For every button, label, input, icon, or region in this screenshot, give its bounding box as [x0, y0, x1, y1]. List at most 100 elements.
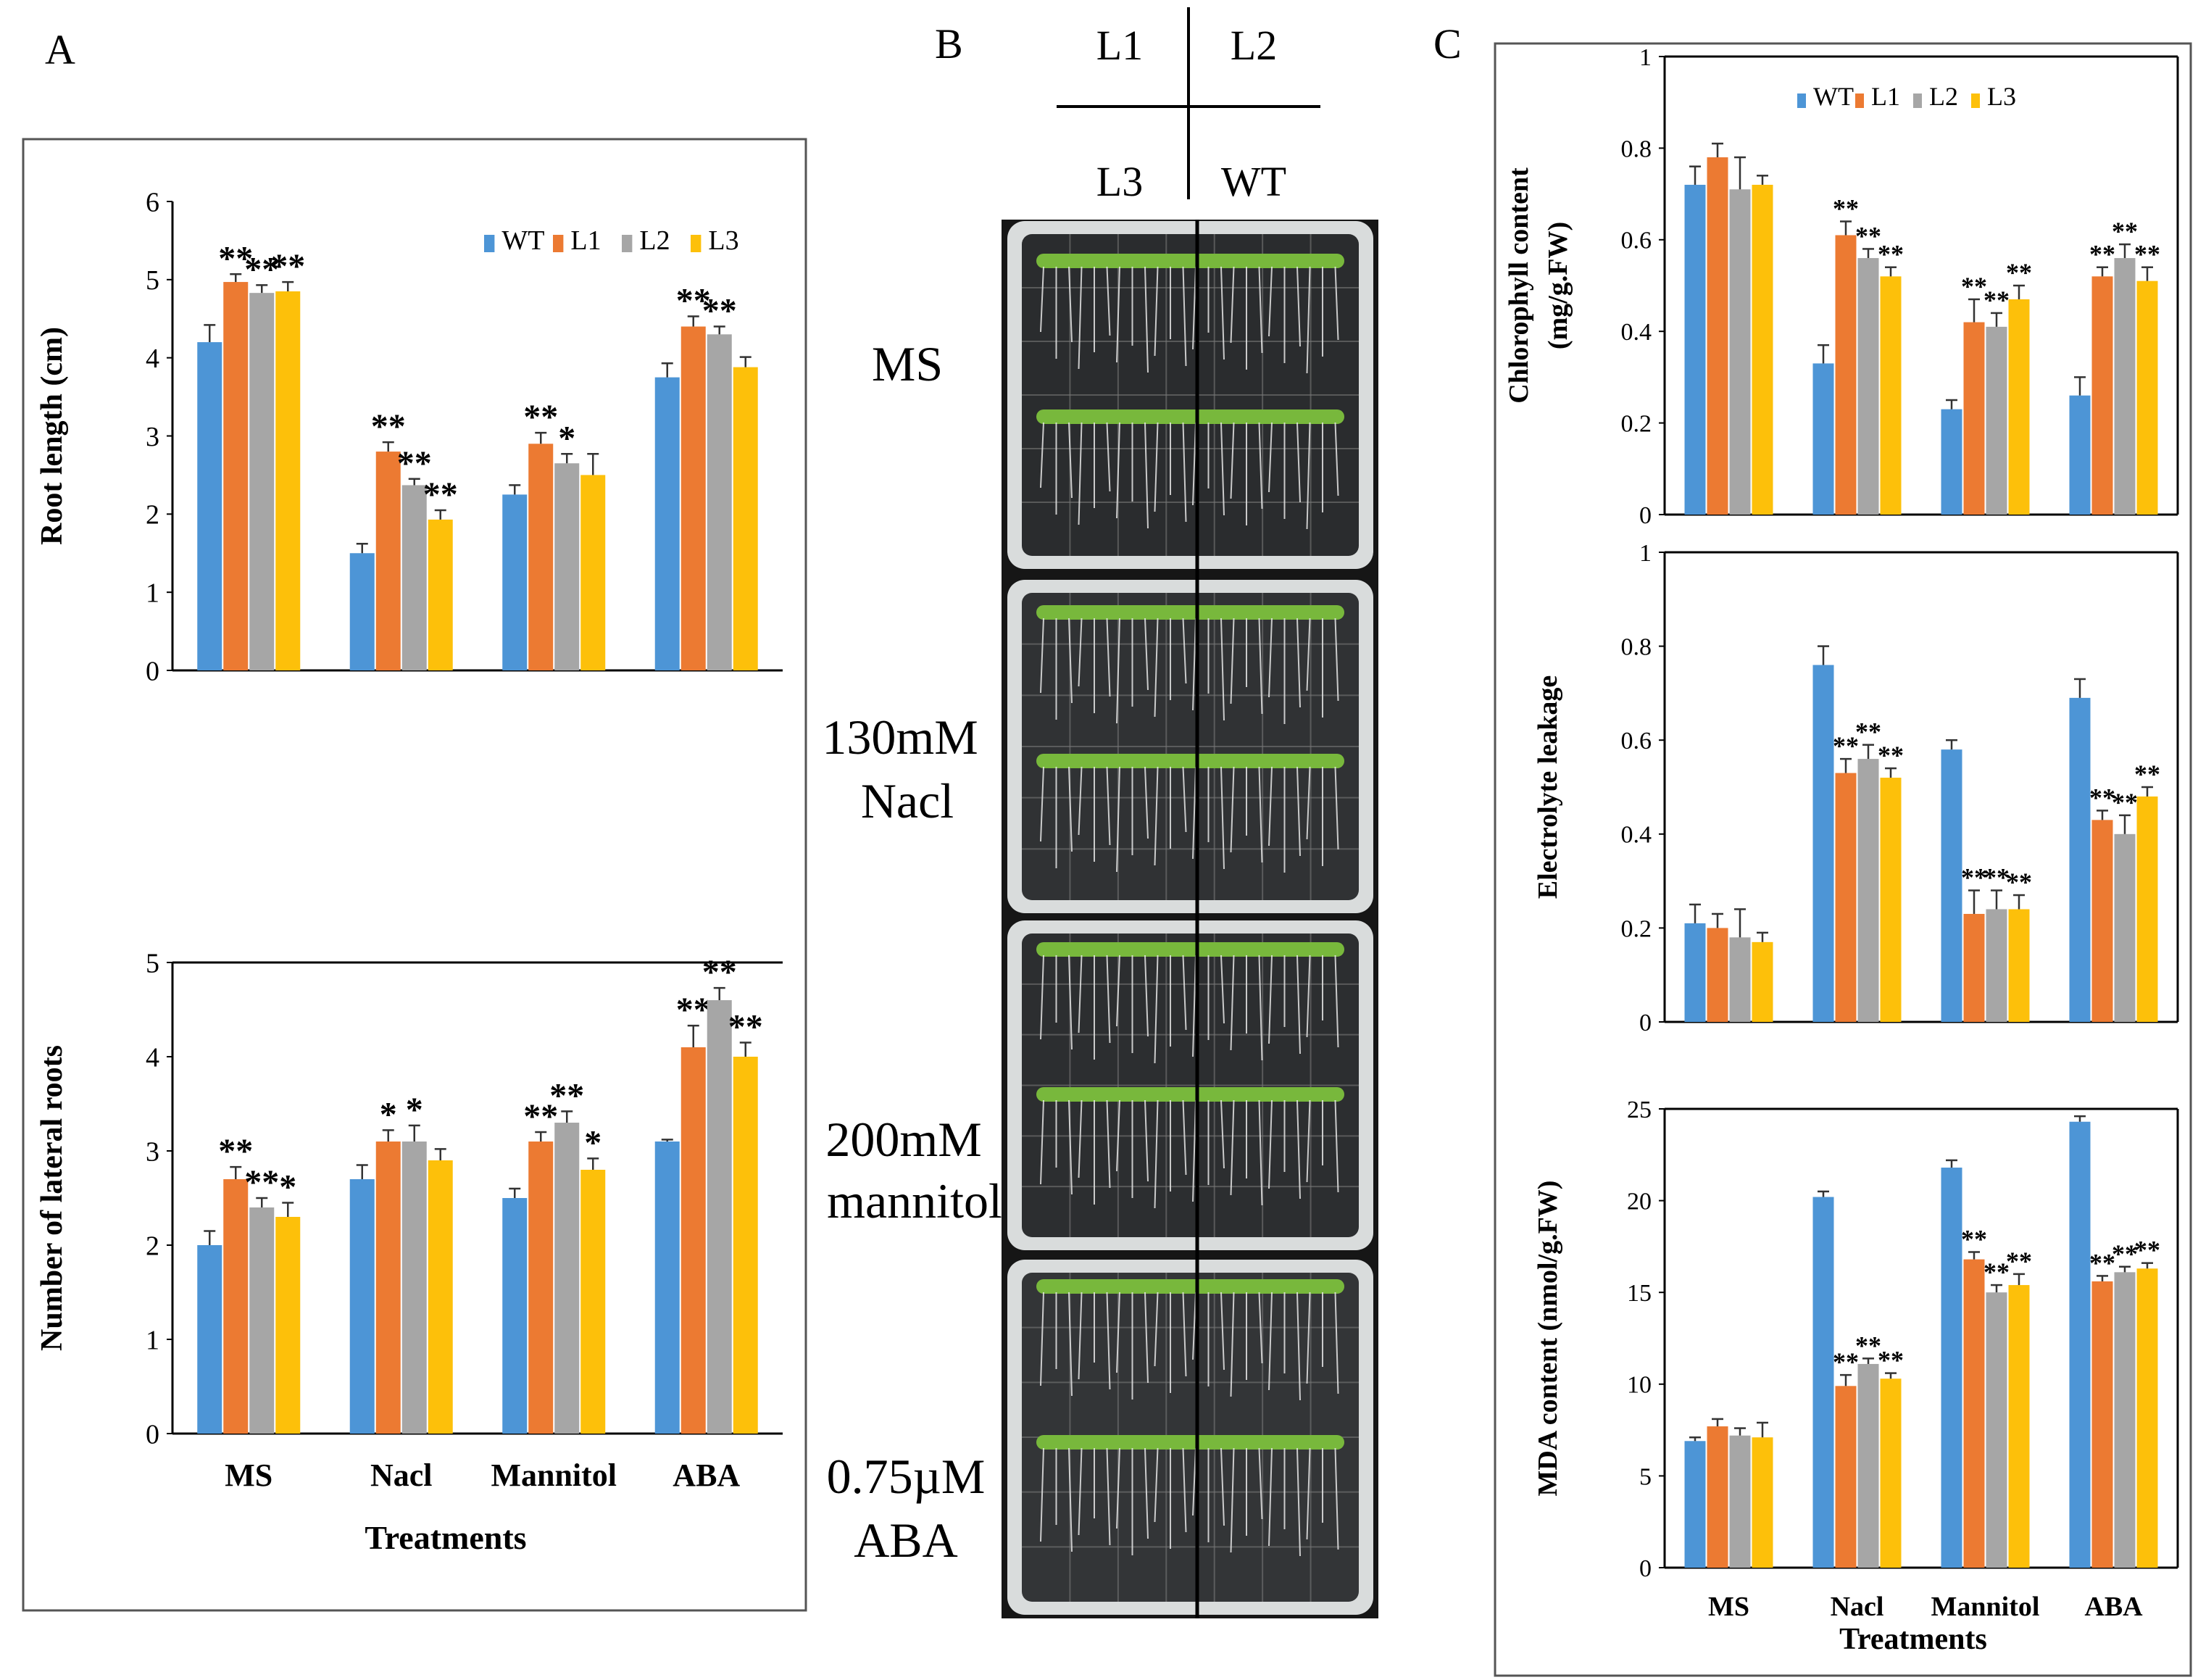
seedling-root: [1268, 422, 1273, 493]
significance-marker: **: [2134, 760, 2160, 789]
seedling-root: [1106, 766, 1111, 846]
legend-swatch-wt: [484, 235, 495, 252]
bar-wt-aba: [2069, 395, 2091, 515]
seedling-root: [1268, 266, 1273, 337]
legend: WT L1 L2 L3: [484, 225, 739, 256]
seedling-root: [1106, 1447, 1111, 1546]
quadrant-label-bottom-right: WT: [1221, 158, 1286, 205]
seedling-root: [1306, 1447, 1311, 1540]
y-tick-label: 2: [146, 1231, 159, 1261]
significance-marker: **: [702, 953, 737, 991]
significance-marker: **: [244, 1163, 279, 1202]
seedling-root: [1040, 766, 1044, 842]
bar-l1-aba: [2091, 820, 2113, 1022]
seedling-row: [1036, 409, 1344, 424]
legend-swatch-l2: [622, 235, 633, 252]
seedling-root: [1258, 1447, 1263, 1520]
seedling-root: [1040, 617, 1044, 694]
y-tick-label: 0.4: [1621, 822, 1652, 849]
seedling-root: [1154, 266, 1159, 357]
plate-photo: [1007, 920, 1373, 1250]
plate-photo: [1007, 1260, 1373, 1615]
seedling-root: [1154, 1292, 1159, 1367]
seedling-root: [1192, 955, 1196, 1057]
seedling-root: [1306, 766, 1311, 840]
bar-wt-aba: [654, 1142, 680, 1434]
significance-marker: **: [1878, 741, 1904, 770]
bar-l2-aba: [2114, 833, 2136, 1022]
bar-l2-mannitol: [1986, 909, 2007, 1022]
chart-c-top: 0 0.2 0.4 0.6 0.8 1 Chlorophyll content (mg/g.F…: [1504, 44, 2179, 529]
bar-l2-aba: [707, 1000, 732, 1434]
seedling-root: [1182, 766, 1187, 833]
seedling-root: [1040, 955, 1044, 1040]
legend-swatch-l3: [1971, 93, 1980, 108]
bar-wt-nacl: [1812, 363, 1834, 515]
legend-swatch-l1: [553, 235, 564, 252]
bar-l1-ms: [1707, 1426, 1728, 1568]
y-axis-label: Chlorophyll content: [1504, 167, 1534, 404]
bar-l2-mannitol: [554, 463, 580, 670]
y-tick-label: 1: [1639, 44, 1652, 71]
y-tick-label: 2: [146, 500, 159, 531]
seedling-root: [1220, 766, 1225, 870]
seedling-root: [1182, 422, 1187, 523]
y-axis-label: (mg/g.FW): [1543, 222, 1573, 349]
bar-wt-nacl: [349, 553, 375, 670]
seedling-root: [1296, 1099, 1301, 1199]
seedling-root: [1078, 266, 1083, 370]
seedling-root: [1040, 422, 1044, 488]
bar-wt-nacl: [1812, 665, 1834, 1022]
seedling-root: [1144, 1447, 1149, 1539]
bar-l3-mannitol: [580, 475, 606, 670]
seedling-row: [1036, 605, 1344, 620]
seedling-root: [1306, 1099, 1311, 1183]
y-tick-label: 4: [146, 344, 159, 374]
seedling-root: [1144, 617, 1149, 691]
bar-wt-mannitol: [502, 494, 528, 670]
category-label-nacl: Nacl: [1831, 1592, 1884, 1622]
bar-l2-ms: [249, 1207, 275, 1434]
y-tick-label: 0.6: [1621, 228, 1652, 254]
legend-label-l1: L1: [1871, 82, 1900, 111]
legend-label-wt: WT: [501, 225, 544, 256]
legend-swatch-l1: [1855, 93, 1864, 108]
significance-marker: **: [523, 398, 558, 436]
y-tick-label: 0: [146, 1419, 159, 1450]
seedling-root: [1306, 422, 1311, 530]
seedling-root: [1334, 1099, 1339, 1193]
seedling-row: [1036, 754, 1344, 768]
bar-l3-ms: [1752, 941, 1773, 1022]
legend-label-l2: L2: [1929, 82, 1958, 111]
bar-l3-aba: [733, 1057, 758, 1434]
bar-l3-ms: [275, 291, 301, 671]
bar-wt-mannitol: [1941, 1168, 1962, 1568]
legend-label-l1: L1: [570, 225, 601, 256]
seedling-root: [1296, 1292, 1301, 1401]
seedling-root: [1306, 617, 1311, 691]
significance-marker: **: [2006, 868, 2032, 897]
legend-label-l3: L3: [708, 225, 738, 256]
bar-l3-aba: [2136, 280, 2158, 515]
y-tick-label: 0: [146, 656, 159, 686]
bar-l1-ms: [1707, 157, 1728, 515]
significance-marker: **: [2089, 240, 2115, 269]
panel-c-border: [1494, 42, 2192, 1677]
seedling-root: [1040, 1099, 1044, 1185]
seedling-root: [1154, 766, 1159, 866]
bar-l3-nacl: [428, 1160, 453, 1434]
legend-label-l3: L3: [1987, 82, 2016, 111]
seedling-root: [1268, 617, 1273, 698]
seedling-row: [1036, 1279, 1344, 1294]
y-tick-label: 0.4: [1621, 319, 1652, 346]
seedling-root: [1154, 617, 1159, 718]
panel-a-border: [22, 138, 807, 1612]
bar-l1-aba: [2091, 276, 2113, 515]
y-axis-label: Root length (cm): [36, 327, 69, 545]
seedling-root: [1220, 422, 1225, 516]
significance-marker: **: [676, 282, 711, 320]
y-tick-label: 5: [1639, 1463, 1652, 1490]
significance-marker: **: [1961, 1224, 1987, 1253]
